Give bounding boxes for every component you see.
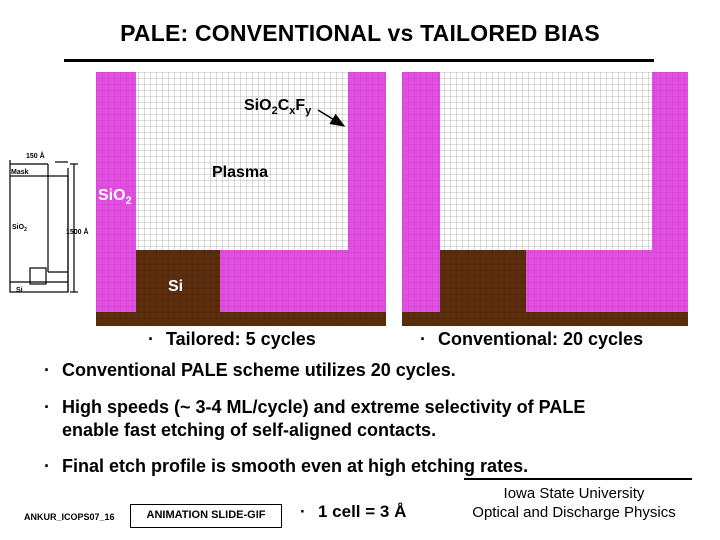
polymer-arrow bbox=[317, 109, 346, 127]
bullet-3: · Final etch profile is smooth even at hi… bbox=[44, 456, 529, 476]
polymer-label: SiO2CxFy bbox=[244, 97, 312, 117]
plasma-label: Plasma bbox=[212, 164, 268, 181]
tailored-panel bbox=[96, 72, 386, 326]
schematic-width-dim: 150 Å bbox=[26, 151, 45, 160]
bullet-2: · High speeds (~ 3-4 ML/cycle) and extrem… bbox=[44, 397, 586, 417]
cell-scale: · 1 cell = 3 Å bbox=[300, 502, 407, 521]
title-underline bbox=[64, 59, 654, 62]
org-group: Optical and Discharge Physics bbox=[472, 504, 676, 521]
slide-code: ANKUR_ICOPS07_16 bbox=[24, 512, 115, 522]
schematic-oxide-label: SiO2 bbox=[12, 224, 27, 233]
caption-tailored: · Tailored: 5 cycles bbox=[148, 329, 316, 349]
bullet-1: · Conventional PALE scheme utilizes 20 cy… bbox=[44, 360, 456, 380]
oxide-label: SiO2 bbox=[98, 187, 132, 207]
schematic-depth-dim: 1500 Å bbox=[66, 227, 89, 236]
animation-badge: ANIMATION SLIDE-GIF bbox=[130, 504, 282, 528]
bullet-2-cont: enable fast etching of self-aligned cont… bbox=[62, 420, 437, 440]
silicon-label: Si bbox=[168, 278, 183, 295]
org-rule bbox=[464, 478, 692, 480]
schematic-si-label: Si bbox=[16, 287, 23, 294]
org-block: Iowa State University Optical and Discha… bbox=[450, 484, 698, 522]
caption-conventional: · Conventional: 20 cycles bbox=[420, 329, 644, 349]
conventional-panel bbox=[402, 72, 688, 326]
page-title: PALE: CONVENTIONAL vs TAILORED BIAS bbox=[120, 20, 600, 46]
device-schematic bbox=[9, 160, 78, 293]
schematic-mask-label: Mask bbox=[11, 169, 29, 176]
org-name: Iowa State University bbox=[503, 485, 645, 502]
